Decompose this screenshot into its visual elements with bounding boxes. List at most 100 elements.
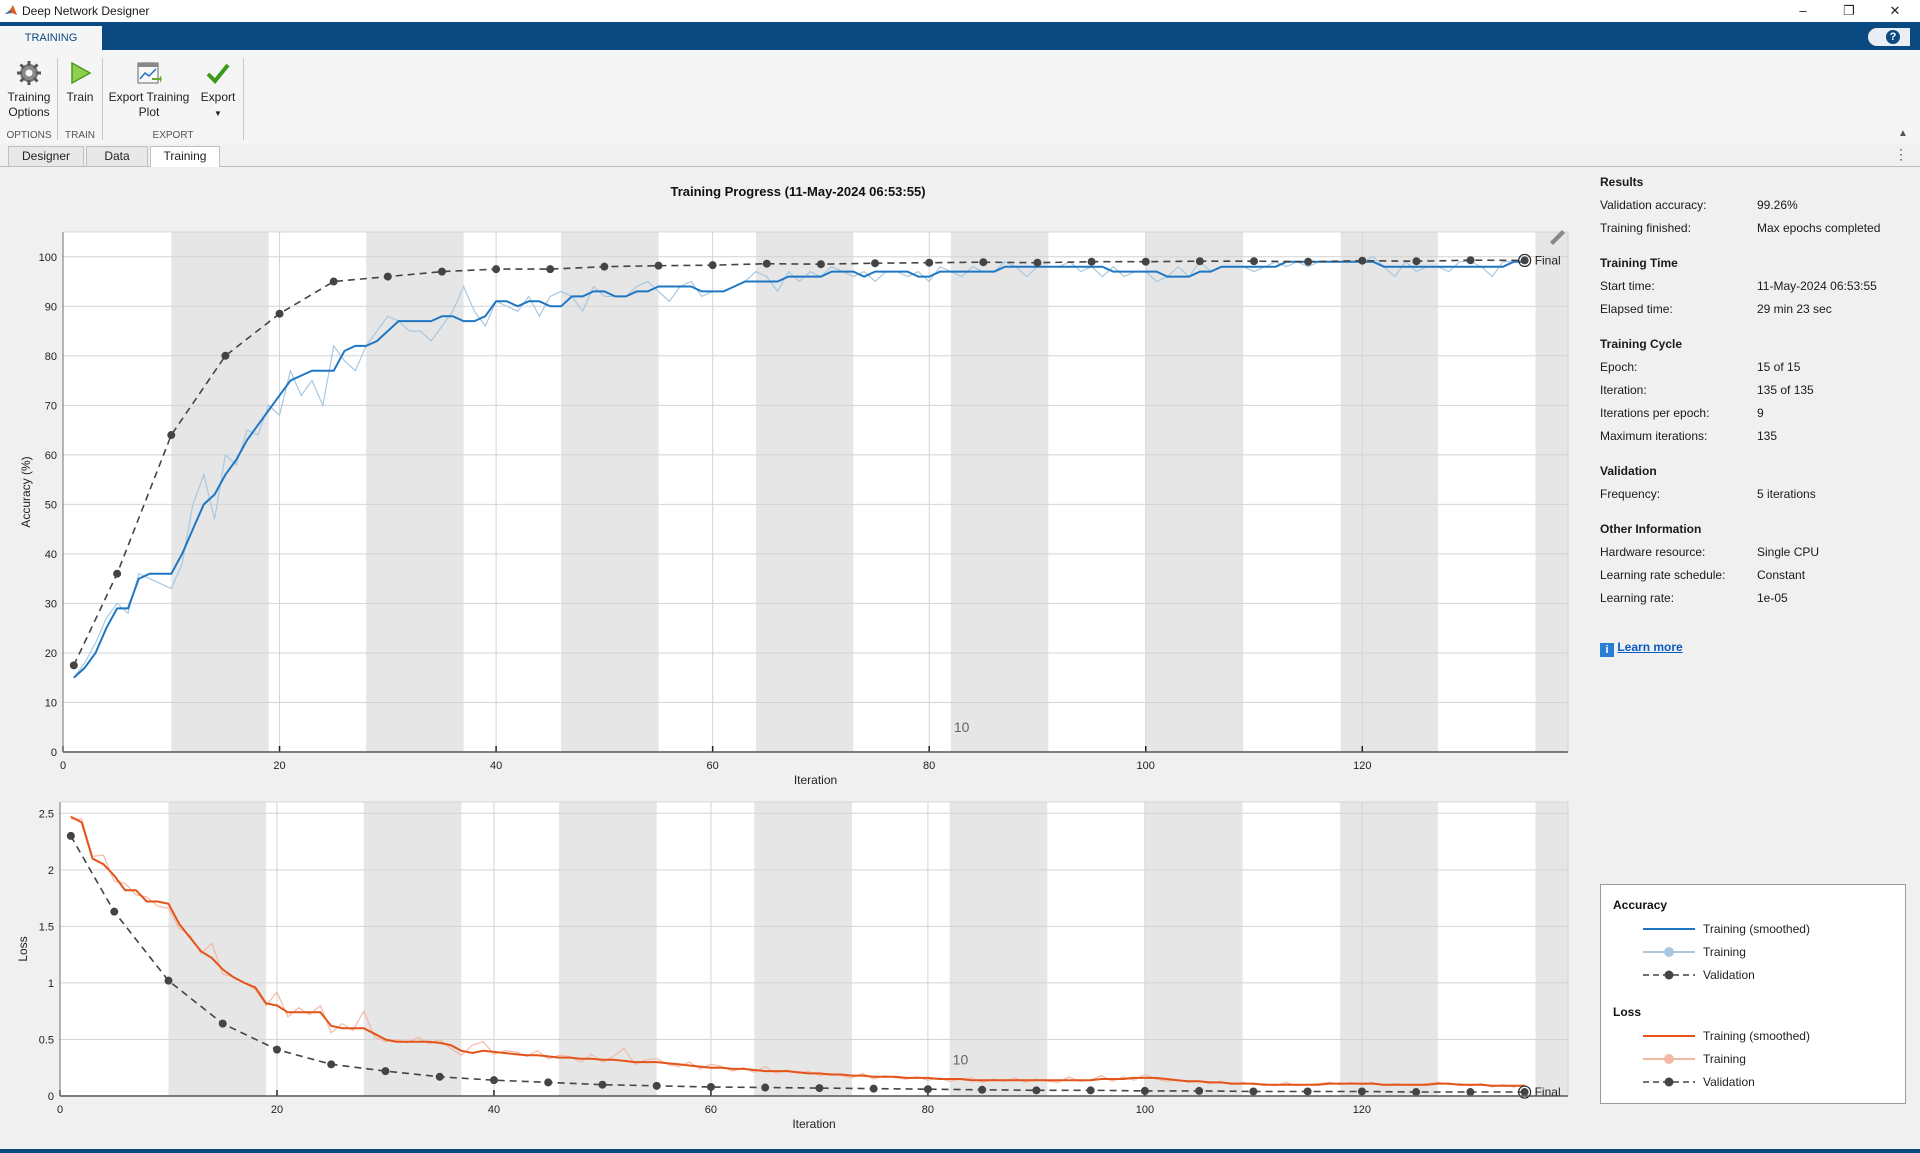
y-axis-label: Loss <box>16 936 30 961</box>
validation-point <box>69 661 78 670</box>
validation-point <box>167 431 176 440</box>
accuracy-chart: 0 10 20 30 40 50 60 70 80 90 100 0 20 40 60 80 100 120 Ite… <box>19 230 1569 787</box>
validation-point <box>1249 1087 1258 1096</box>
y-tick-label: 70 <box>45 400 57 412</box>
validation-point <box>546 265 555 274</box>
final-marker <box>1518 253 1532 268</box>
epoch-band <box>755 232 854 752</box>
validation-point <box>1250 257 1259 266</box>
validation-point <box>327 1060 336 1069</box>
validation-point <box>489 1076 498 1085</box>
x-tick-label: 20 <box>273 760 285 772</box>
result-label: Validation accuracy: <box>1600 198 1707 212</box>
export-training-plot-button[interactable]: Export Training Plot <box>106 60 192 120</box>
legend-item-label: Training (smoothed) <box>1703 922 1810 936</box>
final-label: Final <box>1535 1085 1561 1099</box>
epoch-marker-label: 10 <box>954 719 970 735</box>
validation-point <box>1412 257 1421 266</box>
train-label: Train <box>66 90 94 104</box>
validation-point <box>110 907 119 916</box>
section-divider <box>57 58 58 140</box>
result-value: Constant <box>1757 568 1806 582</box>
document-tabs: Designer Data Training ⋮ <box>0 144 1920 168</box>
x-tick-label: 100 <box>1136 1104 1154 1116</box>
more-options-icon[interactable]: ⋮ <box>1894 146 1908 162</box>
x-tick-label: 40 <box>490 760 502 772</box>
result-label: Learning rate: <box>1600 591 1675 605</box>
validation-point <box>1520 256 1529 265</box>
validation-point <box>978 1085 987 1094</box>
export-button[interactable]: Export ▼ <box>196 60 240 121</box>
epoch-band <box>171 232 269 752</box>
tab-designer[interactable]: Designer <box>8 146 84 166</box>
result-value: 135 of 135 <box>1757 383 1814 397</box>
result-value: 1e-05 <box>1757 591 1788 605</box>
y-tick-label: 40 <box>45 549 57 561</box>
validation-point <box>1087 257 1096 266</box>
section-divider <box>243 58 244 140</box>
x-tick-label: 0 <box>57 1104 63 1116</box>
validation-point <box>1357 1087 1366 1096</box>
tab-training-doc[interactable]: Training <box>150 146 220 168</box>
play-icon <box>71 61 92 85</box>
x-axis-label: Iteration <box>794 773 837 787</box>
status-bar <box>0 1149 1920 1153</box>
validation-point <box>1303 1087 1312 1096</box>
validation-point <box>1032 1086 1041 1095</box>
validation-point <box>437 267 446 276</box>
final-marker <box>1518 1085 1532 1099</box>
legend-box: Accuracy Training (smoothed) Training Valid… <box>1600 884 1906 1104</box>
epoch-band <box>559 802 657 1096</box>
learn-more-link[interactable]: i Learn more <box>1600 640 1683 657</box>
validation-line <box>73 259 1525 666</box>
help-icon: ? <box>1886 30 1900 44</box>
x-tick-label: 40 <box>488 1104 500 1116</box>
epoch-band <box>1144 802 1243 1096</box>
validation-point <box>275 309 284 318</box>
y-tick-label: 90 <box>45 301 57 313</box>
export-training-plot-label-2: Plot <box>138 105 160 119</box>
legend-group-title: Loss <box>1613 1005 1641 1019</box>
learn-more-label: Learn more <box>1617 640 1683 654</box>
epoch-band <box>949 802 1048 1096</box>
export-plot-icon <box>137 62 162 84</box>
x-tick-label: 100 <box>1137 760 1155 772</box>
training-options-button[interactable]: Training Options <box>4 60 54 120</box>
training-options-label-1: Training <box>7 90 51 104</box>
checkmark-icon <box>206 63 230 84</box>
section-export: EXPORT <box>152 130 194 141</box>
y-tick-label: 0.5 <box>39 1034 54 1046</box>
legend-marker <box>1664 970 1674 980</box>
y-tick-label: 30 <box>45 598 57 610</box>
tab-data[interactable]: Data <box>86 146 148 166</box>
validation-point <box>762 259 771 268</box>
legend-graphic: Accuracy Training (smoothed) Training Valid… <box>1613 898 1810 1089</box>
section-options: OPTIONS <box>6 130 52 141</box>
epoch-band <box>168 802 267 1096</box>
validation-point <box>221 351 230 360</box>
gear-icon <box>17 61 41 85</box>
minimize-button[interactable]: – <box>1799 3 1807 18</box>
training-smoothed-line <box>70 815 1525 1087</box>
training-raw-line <box>73 256 1525 679</box>
train-button[interactable]: Train <box>60 60 100 105</box>
y-tick-label: 2 <box>48 865 54 877</box>
collapse-toolstrip-icon[interactable]: ▲ <box>1898 128 1908 139</box>
restore-button[interactable]: ❐ <box>1843 3 1855 18</box>
y-tick-label: 2.5 <box>39 808 54 820</box>
section-divider <box>102 58 103 140</box>
legend-group-title: Accuracy <box>1613 898 1667 912</box>
result-label: Elapsed time: <box>1600 302 1673 316</box>
tab-training[interactable]: TRAINING <box>0 26 102 50</box>
training-progress-figure: Training Progress (11-May-2024 06:53:55)… <box>16 184 1569 1131</box>
result-value: 29 min 23 sec <box>1757 302 1832 316</box>
result-value: Single CPU <box>1757 545 1820 559</box>
result-label: Maximum iterations: <box>1600 429 1708 443</box>
close-button[interactable]: ✕ <box>1889 3 1901 18</box>
epoch-band <box>1340 232 1439 752</box>
x-tick-label: 80 <box>922 1104 934 1116</box>
validation-point <box>1466 1088 1475 1097</box>
validation-point <box>1304 257 1313 266</box>
validation-point <box>871 259 880 268</box>
help-button[interactable]: ? <box>1868 28 1910 46</box>
